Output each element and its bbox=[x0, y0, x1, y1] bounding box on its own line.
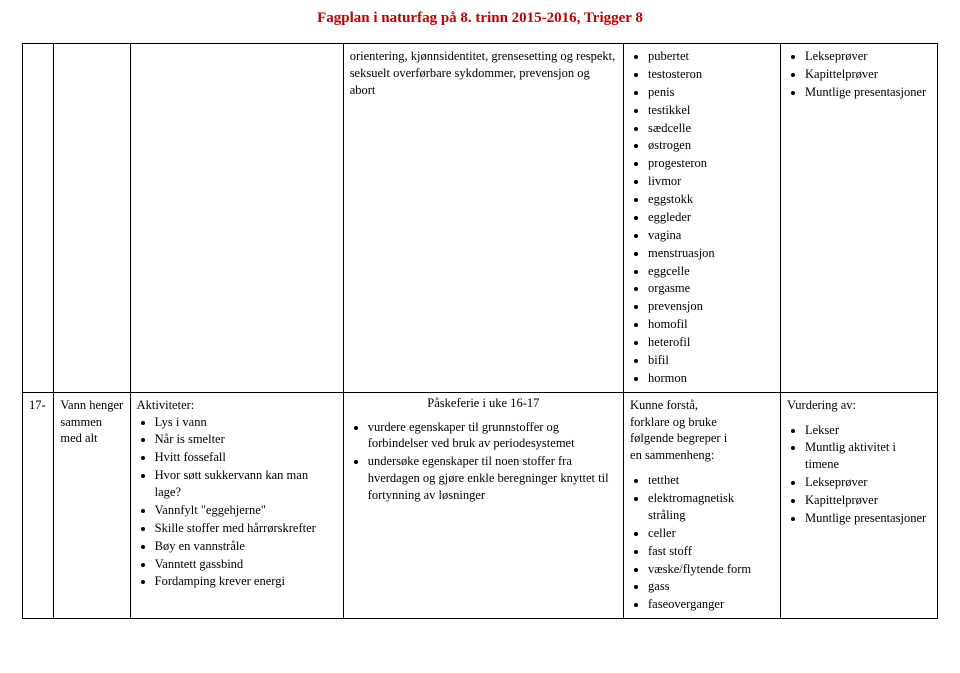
list-item: Muntlige presentasjoner bbox=[805, 84, 931, 102]
terms-intro: forklare og bruke bbox=[630, 414, 774, 431]
terms-intro: følgende begreper i bbox=[630, 430, 774, 447]
list-item: elektromagnetisk stråling bbox=[648, 490, 774, 525]
list-item: fast stoff bbox=[648, 543, 774, 561]
list-item: eggleder bbox=[648, 209, 774, 227]
assess-list: LekseprøverKapittelprøverMuntlige presen… bbox=[787, 48, 931, 102]
list-item: sædcelle bbox=[648, 120, 774, 138]
cell-week: 17- bbox=[23, 392, 54, 619]
terms-intro: Kunne forstå, bbox=[630, 397, 774, 414]
cell-topic: Vann henger sammen med alt bbox=[54, 392, 130, 619]
list-item: faseoverganger bbox=[648, 596, 774, 614]
cell-assess: LekseprøverKapittelprøverMuntlige presen… bbox=[781, 44, 938, 393]
list-item: vurdere egenskaper til grunnstoffer og f… bbox=[368, 419, 617, 454]
list-item: testosteron bbox=[648, 66, 774, 84]
list-item: Kapittelprøver bbox=[805, 492, 931, 510]
table-row: orientering, kjønnsidentitet, grensesett… bbox=[23, 44, 938, 393]
assess-label: Vurdering av: bbox=[787, 397, 931, 414]
terms-intro: en sammenheng: bbox=[630, 447, 774, 464]
list-item: pubertet bbox=[648, 48, 774, 66]
cell-week bbox=[23, 44, 54, 393]
list-item: testikkel bbox=[648, 102, 774, 120]
list-item: heterofil bbox=[648, 334, 774, 352]
terms-list: tetthetelektromagnetisk strålingcellerfa… bbox=[630, 472, 774, 614]
list-item: menstruasjon bbox=[648, 245, 774, 263]
list-item: Når is smelter bbox=[155, 431, 337, 449]
list-item: Lekser bbox=[805, 422, 931, 440]
list-item: vagina bbox=[648, 227, 774, 245]
list-item: eggstokk bbox=[648, 191, 774, 209]
list-item: penis bbox=[648, 84, 774, 102]
list-item: eggcelle bbox=[648, 263, 774, 281]
list-item: prevensjon bbox=[648, 298, 774, 316]
list-item: Vannfylt "eggehjerne" bbox=[155, 502, 337, 520]
cell-activities bbox=[130, 44, 343, 393]
goal-text: orientering, kjønnsidentitet, grensesett… bbox=[350, 49, 616, 97]
cell-goals: orientering, kjønnsidentitet, grensesett… bbox=[343, 44, 623, 393]
list-item: Lekseprøver bbox=[805, 48, 931, 66]
list-item: østrogen bbox=[648, 137, 774, 155]
list-item: celler bbox=[648, 525, 774, 543]
list-item: væske/flytende form bbox=[648, 561, 774, 579]
table-row: 17- Vann henger sammen med alt Aktivitet… bbox=[23, 392, 938, 619]
list-item: Muntlige presentasjoner bbox=[805, 510, 931, 528]
list-item: bifil bbox=[648, 352, 774, 370]
cell-terms: pubertettestosteronpenistestikkelsædcell… bbox=[624, 44, 781, 393]
page-title: Fagplan i naturfag på 8. trinn 2015-2016… bbox=[0, 0, 960, 43]
list-item: livmor bbox=[648, 173, 774, 191]
cell-goals: Påskeferie i uke 16-17 vurdere egenskape… bbox=[343, 392, 623, 619]
cell-activities: Aktiviteter: Lys i vannNår is smelterHvi… bbox=[130, 392, 343, 619]
list-item: Kapittelprøver bbox=[805, 66, 931, 84]
list-item: Skille stoffer med hårrørskrefter bbox=[155, 520, 337, 538]
list-item: Lys i vann bbox=[155, 414, 337, 432]
list-item: tetthet bbox=[648, 472, 774, 490]
terms-list: pubertettestosteronpenistestikkelsædcell… bbox=[630, 48, 774, 388]
list-item: Bøy en vannstråle bbox=[155, 538, 337, 556]
holiday-label: Påskeferie i uke 16-17 bbox=[344, 392, 623, 415]
cell-assess: Vurdering av: LekserMuntlig aktivitet i … bbox=[781, 392, 938, 619]
list-item: Muntlig aktivitet i timene bbox=[805, 439, 931, 474]
assess-list: LekserMuntlig aktivitet i timeneLekseprø… bbox=[787, 422, 931, 528]
cell-topic bbox=[54, 44, 130, 393]
activities-label: Aktiviteter: bbox=[137, 398, 195, 412]
list-item: progesteron bbox=[648, 155, 774, 173]
list-item: Fordamping krever energi bbox=[155, 573, 337, 591]
list-item: Lekseprøver bbox=[805, 474, 931, 492]
curriculum-table: orientering, kjønnsidentitet, grensesett… bbox=[22, 43, 938, 619]
list-item: hormon bbox=[648, 370, 774, 388]
list-item: Hvitt fossefall bbox=[155, 449, 337, 467]
list-item: Vanntett gassbind bbox=[155, 556, 337, 574]
list-item: homofil bbox=[648, 316, 774, 334]
list-item: Hvor søtt sukkervann kan man lage? bbox=[155, 467, 337, 502]
list-item: orgasme bbox=[648, 280, 774, 298]
cell-terms: Kunne forstå, forklare og bruke følgende… bbox=[624, 392, 781, 619]
list-item: gass bbox=[648, 578, 774, 596]
activities-list: Lys i vannNår is smelterHvitt fossefallH… bbox=[137, 414, 337, 592]
list-item: undersøke egenskaper til noen stoffer fr… bbox=[368, 453, 617, 505]
goals-list: vurdere egenskaper til grunnstoffer og f… bbox=[350, 419, 617, 505]
